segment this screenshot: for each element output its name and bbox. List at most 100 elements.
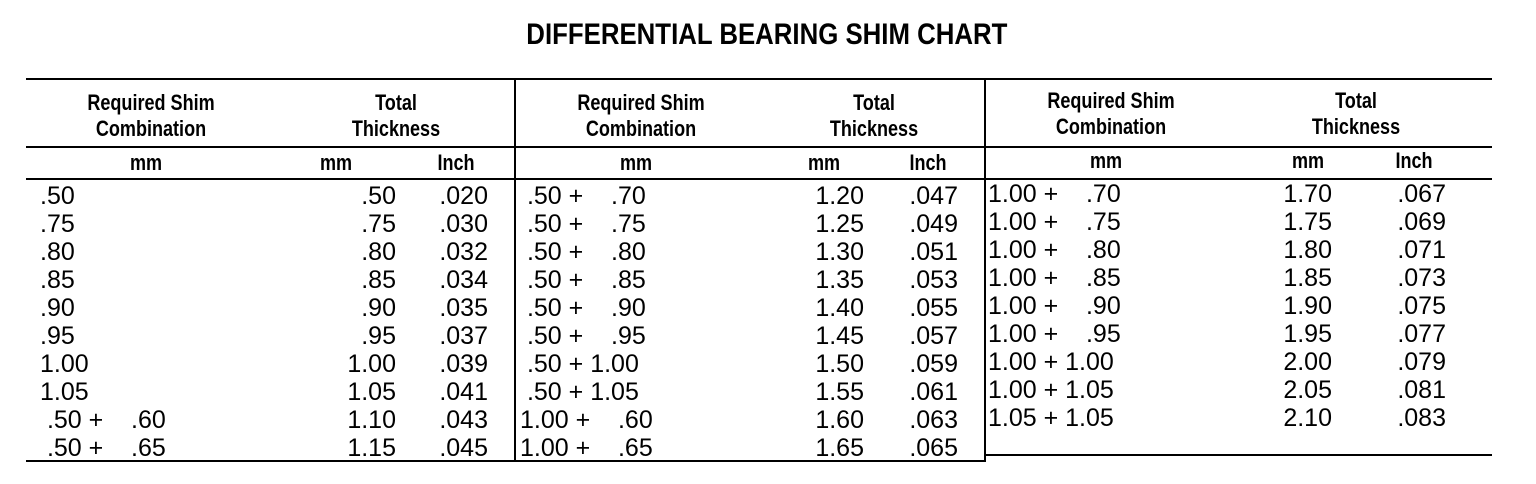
panel-3: Required Shim Combination Total Thicknes… [986, 78, 1492, 458]
combo-cell: 1.00 + .80 [988, 236, 1121, 264]
mm-cell: 1.75 [1283, 208, 1332, 236]
combo-cell: 1.05 [40, 378, 89, 406]
mm-cell: .90 [361, 294, 396, 322]
inch-cell: .041 [439, 378, 488, 406]
mm-cell: .75 [361, 210, 396, 238]
combo-cell: 1.00 + .75 [988, 208, 1121, 236]
combo-cell: 1.00 [40, 350, 89, 378]
header-total: Total [1335, 88, 1377, 113]
header-required-shim-line1: Required Shim [577, 90, 705, 115]
inch-cell: .081 [1397, 376, 1446, 404]
panel-1: Required Shim Combination Total Thicknes… [26, 78, 514, 462]
inch-cell: .073 [1397, 264, 1446, 292]
combo-cell: .50 + .80 [520, 238, 646, 266]
header-required-shim-line1: Required Shim [87, 90, 215, 115]
inch-cell: .045 [439, 434, 488, 462]
mm-cell: 1.80 [1283, 236, 1332, 264]
inch-cell: .035 [439, 294, 488, 322]
mm-cell: 1.50 [815, 350, 864, 378]
header-total-thickness: Total Thickness [792, 90, 956, 142]
combo-cell: .50 [40, 182, 75, 210]
inch-cell: .071 [1397, 236, 1446, 264]
unit-mm-combo: mm [1089, 148, 1123, 173]
inch-cell: .039 [439, 350, 488, 378]
mm-cell: 1.10 [347, 406, 396, 434]
mm-cell: .85 [361, 266, 396, 294]
mm-cell: 1.90 [1283, 292, 1332, 320]
mm-cell: 1.25 [815, 210, 864, 238]
inch-cell: .069 [1397, 208, 1446, 236]
inch-cell: .079 [1397, 348, 1446, 376]
inch-cell: .051 [909, 238, 958, 266]
combo-cell: .50 + .70 [520, 182, 646, 210]
inch-cell: .067 [1397, 180, 1446, 208]
combo-cell: .50 + 1.00 [520, 350, 639, 378]
combo-cell: .50 + .85 [520, 266, 646, 294]
combo-cell: 1.00 + .70 [988, 180, 1121, 208]
combo-cell: 1.00 + .65 [520, 434, 653, 462]
mm-cell: 2.10 [1283, 404, 1332, 432]
combo-cell: 1.00 + .85 [988, 264, 1121, 292]
combo-cell: 1.00 + 1.05 [988, 376, 1114, 404]
combo-cell: 1.05 + 1.05 [988, 404, 1114, 432]
mm-cell: 1.00 [347, 350, 396, 378]
mm-cell: .95 [361, 322, 396, 350]
inch-cell: .055 [909, 294, 958, 322]
mm-cell: 1.85 [1283, 264, 1332, 292]
bottom-rule-left [26, 460, 986, 462]
inch-cell: .030 [439, 210, 488, 238]
header-total: Total [375, 90, 417, 115]
unit-mm-combo: mm [129, 150, 163, 175]
inch-cell: .032 [439, 238, 488, 266]
header-required-shim: Required Shim Combination [1009, 88, 1214, 140]
bottom-rule-right [984, 454, 1492, 456]
combo-cell: .50 + .60 [40, 406, 166, 434]
mm-cell: 2.05 [1283, 376, 1332, 404]
combo-cell: 1.00 + 1.00 [988, 348, 1114, 376]
mm-cell: 1.55 [815, 378, 864, 406]
mm-cell: 2.00 [1283, 348, 1332, 376]
mm-cell: 1.35 [815, 266, 864, 294]
mm-cell: 1.45 [815, 322, 864, 350]
header-required-shim-line2: Combination [95, 116, 207, 141]
header-thickness: Thickness [829, 116, 919, 141]
inch-cell: .083 [1397, 404, 1446, 432]
unit-inch: Inch [1395, 148, 1433, 173]
combo-cell: .50 + .75 [520, 210, 646, 238]
mm-cell: 1.20 [815, 182, 864, 210]
header-required-shim-line2: Combination [1055, 114, 1167, 139]
mm-cell: 1.05 [347, 378, 396, 406]
header-thickness: Thickness [1311, 114, 1401, 139]
header-thickness: Thickness [351, 116, 441, 141]
mm-cell: 1.70 [1283, 180, 1332, 208]
header-rule [26, 146, 1492, 148]
unit-mm-total: mm [1291, 148, 1325, 173]
header-total: Total [853, 90, 895, 115]
inch-cell: .049 [909, 210, 958, 238]
header-required-shim-line2: Combination [585, 116, 697, 141]
inch-cell: .077 [1397, 320, 1446, 348]
combo-cell: .75 [40, 210, 75, 238]
mm-cell: 1.95 [1283, 320, 1332, 348]
mm-cell: 1.65 [815, 434, 864, 462]
inch-cell: .059 [909, 350, 958, 378]
mm-cell: 1.40 [815, 294, 864, 322]
panel-2: Required Shim Combination Total Thicknes… [516, 78, 984, 462]
mm-cell: 1.30 [815, 238, 864, 266]
combo-cell: .50 + .65 [40, 434, 166, 462]
panel-divider-1 [514, 78, 516, 462]
combo-cell: 1.00 + .90 [988, 292, 1121, 320]
unit-mm-total: mm [807, 150, 841, 175]
top-rule [26, 78, 1492, 80]
combo-cell: .50 + .95 [520, 322, 646, 350]
inch-cell: .075 [1397, 292, 1446, 320]
combo-cell: .95 [40, 322, 75, 350]
combo-cell: 1.00 + .60 [520, 406, 653, 434]
inch-cell: .034 [439, 266, 488, 294]
inch-cell: .037 [439, 322, 488, 350]
chart-title: DIFFERENTIAL BEARING SHIM CHART [526, 18, 1008, 51]
unit-mm-total: mm [319, 150, 353, 175]
mm-cell: .80 [361, 238, 396, 266]
mm-cell: .50 [361, 182, 396, 210]
mm-cell: 1.60 [815, 406, 864, 434]
